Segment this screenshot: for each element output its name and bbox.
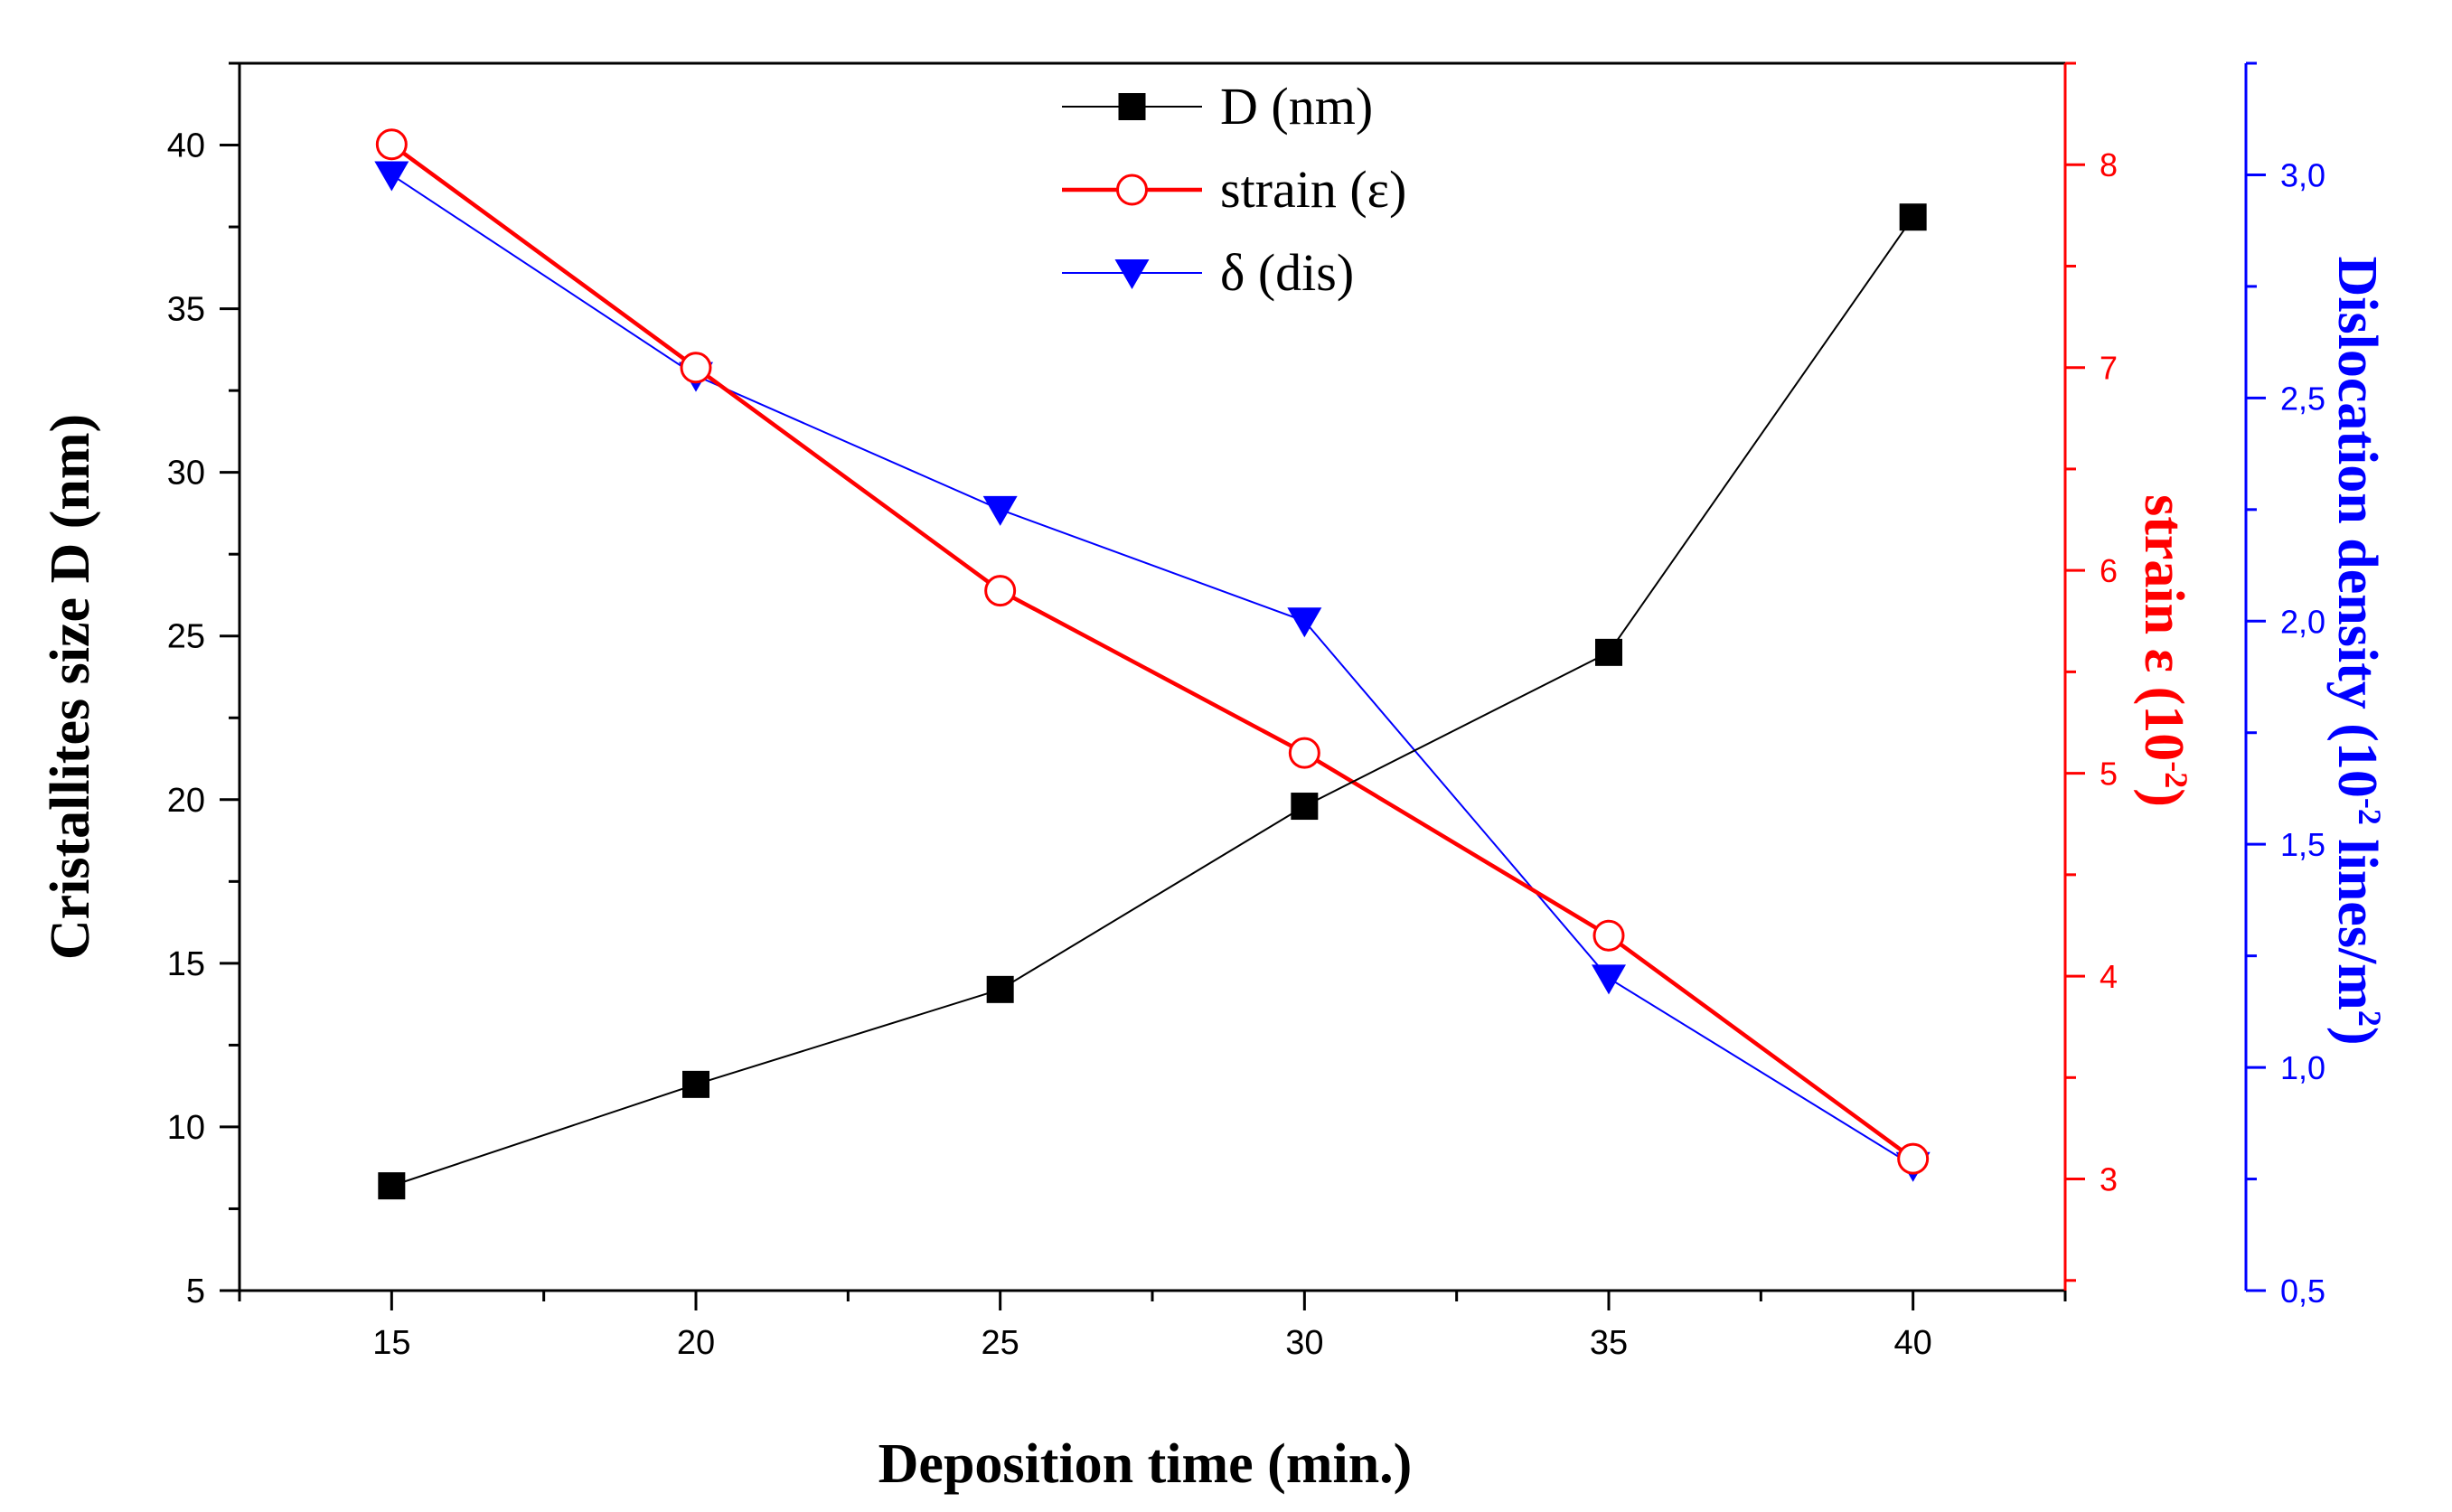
legend-marker (1114, 259, 1150, 289)
data-point (982, 495, 1018, 526)
left-tick-label: 25 (167, 618, 205, 656)
dislocation-tick-label: 0,5 (2280, 1273, 2325, 1310)
bottom-tick-label: 25 (982, 1324, 1019, 1362)
data-point (984, 575, 1017, 607)
legend-item: D (nm) (1062, 77, 1373, 136)
left-tick-label: 30 (167, 455, 205, 493)
data-point (1291, 793, 1319, 821)
data-point (1897, 1142, 1930, 1175)
dislocation-tick-label: 3,0 (2280, 156, 2325, 193)
strain-axis-title: strain ε (10-2) (2133, 494, 2194, 807)
x-axis-title: Deposition time (min.) (878, 1433, 1413, 1495)
left-tick-label: 35 (167, 291, 205, 329)
data-point (1592, 964, 1626, 995)
axes-layer: 5 10 15 20 25 30 35 40 15 20 25 30 35 40 3 4 5 6 7 8 0,5 1,0 1… (167, 61, 2325, 1362)
series-d-nm (378, 203, 1927, 1200)
bottom-tick-label: 35 (1590, 1324, 1628, 1362)
bottom-tick-label: 40 (1894, 1324, 1932, 1362)
left-tick-label: 10 (167, 1109, 205, 1147)
left-axis-title: Cristallites size D (nm) (40, 414, 101, 960)
data-point (680, 352, 712, 384)
left-tick-label: 15 (167, 945, 205, 983)
bottom-tick-label: 20 (677, 1324, 715, 1362)
left-tick-label: 5 (186, 1273, 205, 1310)
dislocation-axis-title: Dislocation density (10-2 lines/m2) (2326, 257, 2388, 1046)
bottom-tick-label: 30 (1285, 1324, 1323, 1362)
dislocation-tick-label: 1,5 (2280, 826, 2325, 863)
series-line (391, 216, 1914, 1188)
data-point (375, 128, 408, 161)
left-tick-label: 20 (167, 782, 205, 820)
dislocation-tick-label: 2,5 (2280, 380, 2325, 417)
legend-marker (1116, 174, 1148, 206)
series-strain (375, 128, 1930, 1175)
data-point (1288, 737, 1320, 769)
bottom-tick-label: 15 (372, 1324, 410, 1362)
dislocation-tick-label: 2,0 (2280, 603, 2325, 640)
strain-tick-label: 7 (2100, 350, 2118, 387)
series-line (390, 142, 1914, 1160)
data-point (1595, 638, 1622, 666)
data-point (682, 1070, 709, 1098)
strain-tick-label: 6 (2100, 552, 2118, 589)
legend-label: δ (dis) (1220, 243, 1354, 302)
legend-marker (1118, 93, 1146, 120)
data-point (1287, 607, 1322, 638)
strain-tick-label: 5 (2100, 756, 2118, 793)
legend-label: strain (ε) (1220, 160, 1406, 219)
series-line (390, 174, 1914, 1167)
data-point (374, 161, 409, 192)
strain-tick-label: 3 (2100, 1161, 2118, 1198)
legend: D (nm) strain (ε) δ (dis) (1062, 77, 1406, 302)
data-point (378, 1172, 406, 1200)
series-layer (374, 128, 1931, 1200)
legend-item: δ (dis) (1062, 243, 1354, 302)
data-point (1899, 203, 1927, 231)
dislocation-tick-label: 1,0 (2280, 1049, 2325, 1086)
data-point (1592, 919, 1625, 952)
left-tick-label: 40 (167, 127, 205, 165)
strain-tick-label: 4 (2100, 958, 2118, 995)
data-point (986, 975, 1014, 1003)
legend-item: strain (ε) (1062, 160, 1406, 219)
strain-tick-label: 8 (2100, 146, 2118, 183)
legend-label: D (nm) (1220, 77, 1373, 136)
